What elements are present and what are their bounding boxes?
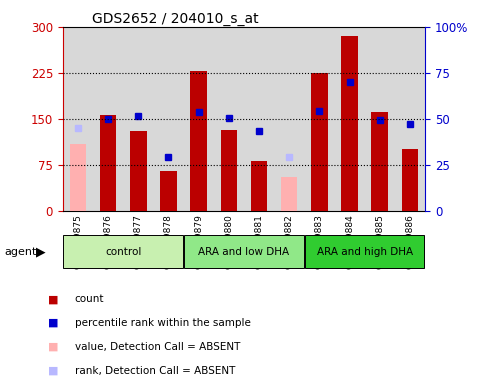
Bar [130, 131, 146, 211]
Bar [70, 144, 86, 211]
Text: ■: ■ [48, 366, 59, 376]
Bar [402, 149, 418, 211]
Bar [251, 161, 267, 211]
Bar [100, 115, 116, 211]
Bar [160, 171, 177, 211]
Text: agent: agent [5, 247, 37, 257]
Bar [244, 27, 274, 211]
Bar [395, 27, 425, 211]
Text: rank, Detection Call = ABSENT: rank, Detection Call = ABSENT [75, 366, 235, 376]
Bar [371, 112, 388, 211]
Bar [184, 27, 213, 211]
Text: count: count [75, 294, 104, 304]
Bar [274, 27, 304, 211]
Text: GDS2652 / 204010_s_at: GDS2652 / 204010_s_at [92, 12, 258, 26]
Text: ■: ■ [48, 294, 59, 304]
Text: ■: ■ [48, 342, 59, 352]
Bar [63, 27, 93, 211]
Bar [190, 71, 207, 211]
Bar [311, 73, 327, 211]
Bar [305, 235, 425, 268]
Bar [184, 235, 304, 268]
Bar [154, 27, 184, 211]
Text: ARA and low DHA: ARA and low DHA [199, 247, 289, 257]
Bar [93, 27, 123, 211]
Bar [334, 27, 365, 211]
Text: ■: ■ [48, 318, 59, 328]
Text: ▶: ▶ [36, 245, 46, 258]
Bar [341, 36, 358, 211]
Bar [365, 27, 395, 211]
Text: value, Detection Call = ABSENT: value, Detection Call = ABSENT [75, 342, 240, 352]
Bar [213, 27, 244, 211]
Bar [221, 130, 237, 211]
Bar [63, 235, 183, 268]
Bar [304, 27, 334, 211]
Bar [281, 177, 298, 211]
Text: control: control [105, 247, 142, 257]
Text: percentile rank within the sample: percentile rank within the sample [75, 318, 251, 328]
Text: ARA and high DHA: ARA and high DHA [316, 247, 413, 257]
Bar [123, 27, 154, 211]
